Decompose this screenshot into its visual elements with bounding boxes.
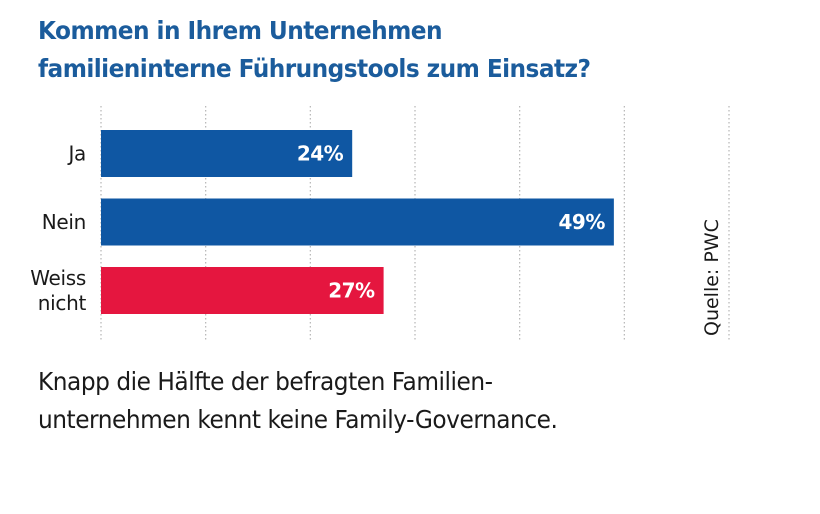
bar-weiss-nicht bbox=[101, 267, 384, 314]
bars: 24% 49% 27% bbox=[101, 130, 614, 314]
value-label: 49% bbox=[558, 210, 605, 234]
bar-nein bbox=[101, 198, 614, 246]
category-label: Ja bbox=[66, 142, 86, 166]
chart-caption-line-2: unternehmen kennt keine Family-Governanc… bbox=[38, 405, 558, 434]
bar-ja bbox=[101, 130, 353, 177]
category-label: Nein bbox=[42, 210, 86, 234]
chart-caption-line-1: Knapp die Hälfte der befragten Familien- bbox=[38, 367, 493, 396]
value-label: 24% bbox=[297, 142, 344, 166]
category-label: Weiss bbox=[30, 266, 86, 290]
chart-title: Kommen in Ihrem Unternehmen familieninte… bbox=[38, 12, 726, 88]
chart-caption: Knapp die Hälfte der befragten Familien-… bbox=[38, 363, 558, 439]
chart-title-line-2: familieninterne Führungstools zum Einsat… bbox=[38, 54, 591, 83]
category-label: nicht bbox=[38, 291, 87, 315]
value-label: 27% bbox=[328, 279, 375, 303]
chart-title-line-1: Kommen in Ihrem Unternehmen bbox=[38, 16, 443, 45]
source-label: Quelle: PWC bbox=[701, 219, 723, 336]
